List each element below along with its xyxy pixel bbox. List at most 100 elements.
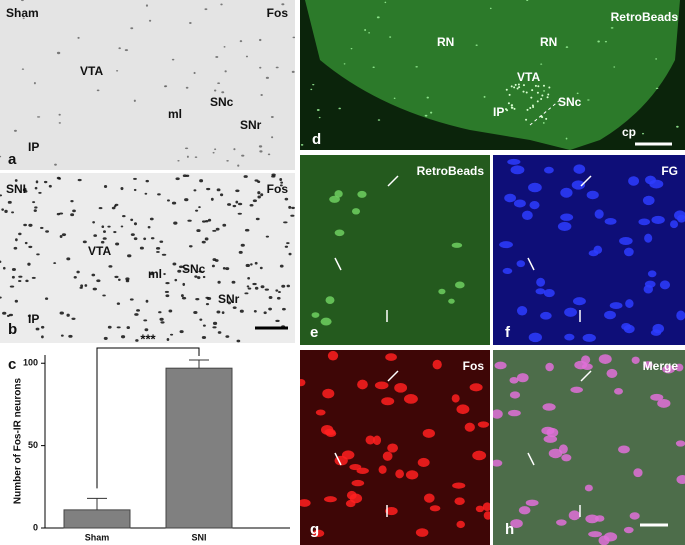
cell — [560, 187, 573, 198]
cell — [270, 116, 274, 119]
cell-group — [499, 158, 685, 343]
cell — [107, 325, 112, 329]
cell — [215, 56, 219, 58]
stain: Fos — [463, 359, 485, 373]
cell — [180, 294, 184, 298]
cell — [145, 179, 149, 183]
cell — [201, 336, 207, 340]
cell — [385, 353, 397, 361]
cell — [178, 265, 184, 269]
cell — [224, 70, 227, 73]
cell — [35, 327, 40, 331]
cell — [45, 230, 50, 233]
cell — [11, 211, 15, 214]
cell — [66, 313, 70, 317]
cell — [518, 506, 531, 515]
region: ml — [168, 107, 182, 121]
cell — [237, 164, 240, 167]
cell — [102, 237, 107, 240]
cell — [70, 199, 74, 203]
cell — [214, 148, 217, 151]
panel-letter: c — [8, 356, 16, 373]
cell — [477, 421, 490, 428]
cell — [292, 36, 295, 39]
condition: Sham — [6, 6, 39, 20]
cell — [24, 241, 28, 245]
cell-group — [300, 350, 490, 538]
cell — [116, 69, 119, 72]
region: cp — [622, 125, 636, 139]
bead — [510, 85, 513, 88]
cell — [350, 47, 353, 50]
bead — [536, 100, 539, 103]
cell — [0, 260, 2, 263]
cell — [120, 335, 126, 339]
cell — [382, 451, 393, 461]
cell — [624, 247, 634, 257]
cell — [282, 307, 286, 311]
cell — [548, 448, 563, 459]
cell — [169, 333, 174, 336]
cell — [204, 237, 209, 241]
cell — [451, 394, 460, 403]
cell — [202, 275, 206, 279]
cell — [54, 163, 57, 166]
cell — [58, 113, 61, 116]
cell — [257, 180, 261, 184]
cell — [271, 175, 276, 178]
cell — [376, 16, 380, 19]
cell — [271, 136, 274, 139]
cell — [556, 519, 567, 526]
panel-letter: g — [310, 521, 319, 538]
panel-letter: e — [310, 324, 318, 341]
stain: RetroBeads — [611, 10, 679, 24]
cell — [644, 233, 653, 243]
cell — [149, 272, 154, 276]
cell — [8, 313, 14, 317]
cell — [219, 193, 224, 197]
cell — [144, 192, 148, 195]
region: VTA — [88, 244, 111, 258]
cell — [510, 519, 523, 528]
cell — [544, 166, 554, 174]
cell — [241, 154, 245, 157]
cell — [247, 287, 252, 290]
cell — [53, 262, 57, 265]
cell — [311, 312, 320, 318]
cell — [560, 213, 574, 221]
cell — [247, 276, 251, 280]
cell — [194, 275, 198, 278]
cell — [237, 202, 243, 206]
cell — [188, 245, 193, 248]
cell — [40, 325, 45, 329]
cell — [623, 324, 635, 334]
cell — [573, 164, 586, 174]
cell — [584, 484, 593, 492]
cell — [586, 190, 599, 200]
cell — [614, 388, 623, 395]
cell — [633, 468, 643, 478]
cell — [13, 246, 18, 250]
cell — [43, 180, 48, 184]
cell — [145, 4, 149, 7]
cell — [211, 264, 215, 268]
bead — [541, 94, 544, 97]
cell — [235, 189, 240, 193]
cell — [249, 203, 254, 207]
cell — [70, 213, 75, 217]
cell — [232, 306, 237, 309]
cell — [649, 179, 664, 189]
cell — [227, 203, 232, 206]
cell — [133, 237, 138, 241]
cell — [163, 272, 166, 276]
region: SNr — [240, 118, 262, 132]
cell — [415, 528, 429, 537]
cell — [14, 179, 18, 182]
cell — [80, 284, 84, 288]
cell — [291, 206, 295, 210]
cell — [513, 199, 526, 208]
cell — [160, 321, 165, 324]
cell — [499, 241, 513, 249]
cell — [147, 226, 151, 229]
region: IP — [28, 140, 39, 154]
